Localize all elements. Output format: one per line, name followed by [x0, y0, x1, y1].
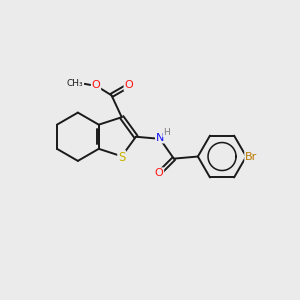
Text: CH₃: CH₃ [67, 79, 83, 88]
Text: O: O [124, 80, 133, 90]
Text: H: H [163, 128, 170, 136]
Text: N: N [156, 133, 164, 143]
Text: O: O [155, 168, 164, 178]
Text: O: O [92, 80, 100, 90]
Text: S: S [118, 151, 125, 164]
Text: Br: Br [245, 152, 257, 161]
